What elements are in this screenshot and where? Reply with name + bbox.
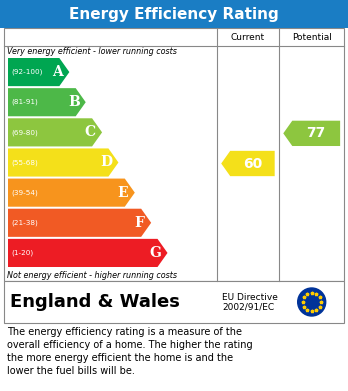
Polygon shape (8, 239, 167, 267)
Polygon shape (8, 118, 102, 146)
Text: 2002/91/EC: 2002/91/EC (222, 303, 275, 312)
Text: B: B (68, 95, 80, 109)
Text: F: F (134, 216, 144, 230)
Polygon shape (283, 121, 340, 146)
Text: overall efficiency of a home. The higher the rating: overall efficiency of a home. The higher… (7, 340, 253, 350)
Text: Potential: Potential (292, 32, 332, 41)
Text: (55-68): (55-68) (11, 159, 38, 166)
Text: D: D (100, 156, 112, 170)
Text: (21-38): (21-38) (11, 219, 38, 226)
Text: (92-100): (92-100) (11, 69, 42, 75)
Polygon shape (8, 88, 86, 116)
Text: the more energy efficient the home is and the: the more energy efficient the home is an… (7, 353, 233, 363)
Text: EU Directive: EU Directive (222, 292, 278, 301)
Text: Current: Current (231, 32, 265, 41)
Polygon shape (8, 58, 69, 86)
Text: 77: 77 (307, 126, 326, 140)
Bar (0, 0, 348, 28)
Text: E: E (118, 186, 128, 200)
Text: C: C (85, 126, 96, 139)
Text: (1-20): (1-20) (11, 250, 33, 256)
Polygon shape (8, 209, 151, 237)
Bar (4, 28, 344, 281)
Circle shape (298, 288, 326, 316)
Text: G: G (150, 246, 161, 260)
Text: Not energy efficient - higher running costs: Not energy efficient - higher running co… (7, 271, 177, 280)
Text: 60: 60 (243, 156, 262, 170)
Bar (4, 281, 344, 323)
Polygon shape (8, 149, 118, 177)
Text: (69-80): (69-80) (11, 129, 38, 136)
Text: (81-91): (81-91) (11, 99, 38, 106)
Text: (39-54): (39-54) (11, 189, 38, 196)
Text: lower the fuel bills will be.: lower the fuel bills will be. (7, 366, 135, 376)
Text: The energy efficiency rating is a measure of the: The energy efficiency rating is a measur… (7, 327, 242, 337)
Text: Very energy efficient - lower running costs: Very energy efficient - lower running co… (7, 47, 177, 57)
Polygon shape (8, 179, 135, 207)
Text: Energy Efficiency Rating: Energy Efficiency Rating (69, 7, 279, 22)
Polygon shape (221, 151, 275, 176)
Text: A: A (52, 65, 63, 79)
Text: England & Wales: England & Wales (10, 293, 180, 311)
